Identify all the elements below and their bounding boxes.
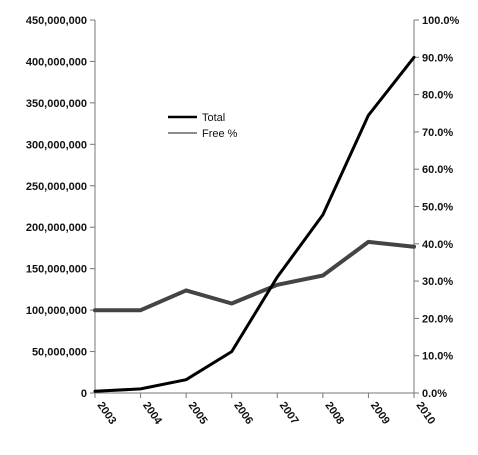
right-tick-label: 30.0% <box>422 276 453 288</box>
series-line-total <box>93 55 416 393</box>
right-tick-label: 100.0% <box>422 15 460 27</box>
x-tick-label: 2006 <box>231 400 255 427</box>
left-tick-label: 200,000,000 <box>26 222 87 234</box>
x-tick-label: 2010 <box>414 400 438 427</box>
x-tick-label: 2004 <box>140 400 164 428</box>
legend-label-free: Free % <box>202 128 238 140</box>
right-tick-label: 10.0% <box>422 351 453 363</box>
x-tick-label: 2008 <box>322 400 346 427</box>
tick-labels: 0 50,000,000 100,000,000 150,000,000 200,000… <box>26 15 460 427</box>
left-tick-label: 400,000,000 <box>26 56 87 68</box>
right-tick-label: 70.0% <box>422 127 453 139</box>
right-tick-label: 20.0% <box>422 313 453 325</box>
x-tick-label: 2003 <box>95 400 119 427</box>
legend-label-total: Total <box>202 112 225 124</box>
legend: Total Free % <box>166 106 250 144</box>
series-line-free-percent <box>93 239 416 313</box>
right-tick-label: 0.0% <box>422 388 447 400</box>
series-lines <box>93 55 416 393</box>
left-tick-label: 50,000,000 <box>32 347 87 359</box>
left-tick-label: 0 <box>81 388 87 400</box>
right-tick-label: 80.0% <box>422 90 453 102</box>
right-tick-label: 40.0% <box>422 239 453 251</box>
axes <box>90 19 419 398</box>
x-tick-label: 2007 <box>277 400 301 427</box>
right-tick-label: 90.0% <box>422 52 453 64</box>
left-tick-label: 250,000,000 <box>26 181 87 193</box>
right-tick-label: 50.0% <box>422 202 453 214</box>
left-tick-label: 100,000,000 <box>26 305 87 317</box>
x-tick-label: 2009 <box>368 400 392 427</box>
left-tick-label: 150,000,000 <box>26 264 87 276</box>
left-tick-label: 450,000,000 <box>26 15 87 27</box>
right-tick-label: 60.0% <box>422 164 453 176</box>
left-tick-label: 350,000,000 <box>26 98 87 110</box>
x-tick-label: 2005 <box>186 400 210 427</box>
legend-box <box>166 106 250 144</box>
left-tick-label: 300,000,000 <box>26 139 87 151</box>
